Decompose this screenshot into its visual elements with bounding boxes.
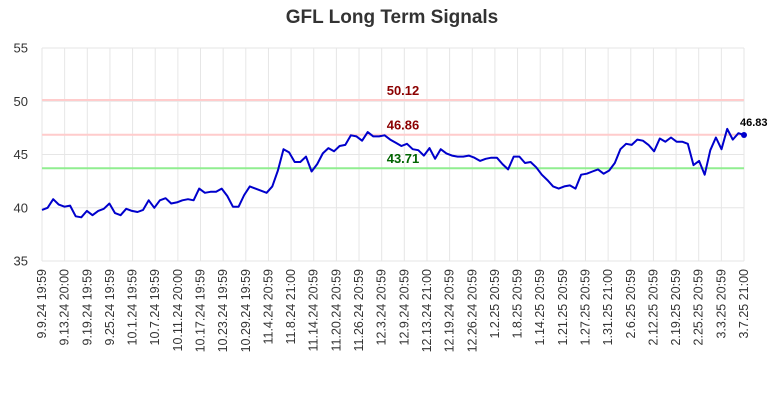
x-tick-label: 10.1.24 19:59 [126, 269, 140, 346]
series-layer [41, 127, 747, 219]
labels: 35 40 45 50 55 9.9.24 19:59 9.13.24 20:00 9.19.… [14, 41, 768, 353]
x-tick-label: 10.11.24 20:00 [171, 269, 185, 352]
x-tick-label: 12.3.24 20:59 [375, 269, 389, 346]
x-tick-label: 9.25.24 19:59 [103, 269, 117, 346]
x-tick-label: 1.31.25 21:00 [601, 269, 615, 346]
x-tick-label: 11.8.24 21:00 [284, 269, 298, 345]
x-tick-label: 1.27.25 20:59 [578, 269, 592, 346]
x-tick-label: 2.25.25 20:59 [692, 269, 706, 346]
last-point-marker [741, 132, 747, 139]
y-tick-label: 35 [14, 254, 28, 269]
x-tick-label: 9.13.24 20:00 [58, 269, 72, 346]
x-tick-label: 12.9.24 20:59 [397, 269, 411, 346]
x-tick-label: 3.3.25 20:59 [714, 269, 728, 339]
x-tick-label: 9.19.24 19:59 [80, 269, 94, 346]
last-value-label: 46.83 [740, 117, 768, 129]
x-tick-label: 12.19.24 20:59 [443, 269, 457, 352]
reference-lines [42, 98, 744, 170]
series-line [41, 127, 745, 219]
x-tick-label: 11.20.24 20:59 [329, 269, 343, 352]
reference-line-label: 43.71 [387, 151, 420, 166]
x-tick-label: 10.7.24 19:59 [148, 269, 162, 346]
x-tick-label: 10.17.24 19:59 [194, 269, 208, 352]
x-tick-label: 9.9.24 19:59 [35, 269, 49, 339]
grid [41, 47, 745, 262]
x-tick-label: 1.8.25 20:59 [511, 269, 525, 339]
x-tick-label: 11.4.24 20:59 [261, 269, 275, 345]
x-tick-label: 12.13.24 21:00 [420, 269, 434, 352]
chart-title: GFL Long Term Signals [285, 7, 499, 28]
y-tick-label: 50 [14, 94, 28, 109]
x-tick-label: 11.14.24 20:59 [307, 269, 321, 352]
x-tick-label: 3.7.25 21:00 [737, 269, 751, 339]
x-tick-label: 10.23.24 19:59 [216, 269, 230, 352]
y-tick-label: 45 [14, 147, 28, 162]
y-tick-label: 40 [14, 200, 28, 215]
x-tick-label: 2.6.25 20:59 [624, 269, 638, 339]
reference-line-label: 46.86 [387, 118, 420, 133]
y-tick-label: 55 [14, 41, 28, 56]
x-tick-label: 11.26.24 20:59 [352, 269, 366, 352]
x-tick-label: 10.29.24 19:59 [239, 269, 253, 352]
x-tick-label: 2.12.25 20:59 [646, 269, 660, 346]
reference-line-label: 50.12 [387, 83, 420, 98]
x-tick-label: 12.26.24 20:59 [465, 269, 479, 352]
x-tick-label: 2.19.25 20:59 [669, 269, 683, 346]
x-tick-label: 1.2.25 20:59 [488, 269, 502, 339]
x-tick-label: 1.21.25 20:59 [556, 269, 570, 346]
x-tick-label: 1.14.25 20:59 [533, 269, 547, 346]
